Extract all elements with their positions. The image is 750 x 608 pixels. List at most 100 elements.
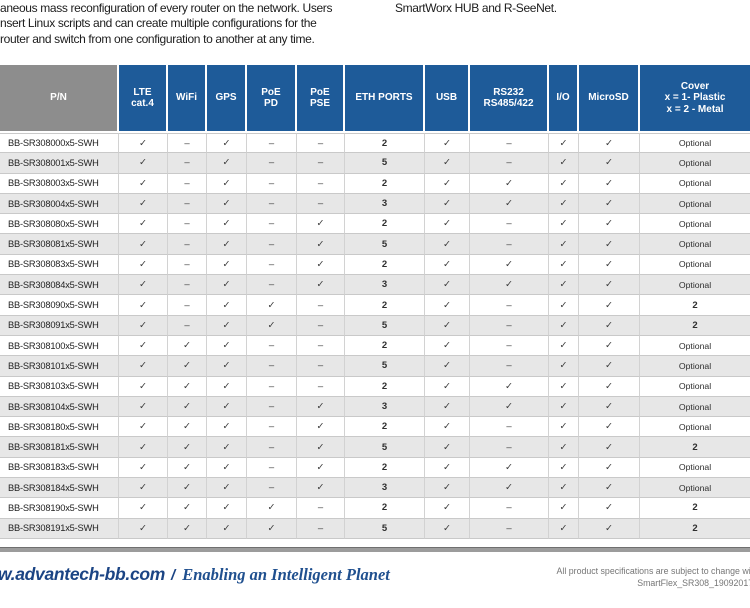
value-cell: ✓ <box>119 396 168 418</box>
value-cell: – <box>297 335 345 357</box>
table-row: BB-SR308090x5-SWH ✓ – ✓ ✓ –2 ✓ – ✓ ✓ 2 <box>0 295 750 316</box>
col-header-usb: USB <box>425 65 470 133</box>
value-cell: ✓ <box>549 356 579 377</box>
value-cell: ✓ <box>207 254 247 276</box>
value-cell: ✓ <box>207 315 247 336</box>
col-header-gps: GPS <box>207 65 247 133</box>
table-row: BB-SR308084x5-SWH ✓ – ✓ – ✓ 3 ✓ ✓ ✓ ✓ Optional <box>0 275 750 296</box>
table-row: BB-SR308103x5-SWH ✓ ✓ ✓ – –2 ✓ ✓ ✓ ✓ Optional <box>0 376 750 397</box>
value-cell: ✓ <box>470 457 549 479</box>
value-cell: ✓ <box>425 498 470 519</box>
value-cell: ✓ <box>119 335 168 357</box>
value-cell: ✓ <box>425 356 470 377</box>
value-cell: 2 <box>345 133 425 154</box>
value-cell: ✓ <box>119 518 168 539</box>
value-cell: 5 <box>345 437 425 458</box>
value-cell: ✓ <box>119 315 168 336</box>
value-cell: ✓ <box>168 417 207 438</box>
value-cell: – <box>297 518 345 539</box>
value-cell: – <box>247 153 297 174</box>
col-header-rs232-rs485: RS232 RS485/422 <box>470 65 549 133</box>
value-cell: ✓ <box>207 295 247 316</box>
value-cell: ✓ <box>207 335 247 357</box>
value-cell: – <box>247 173 297 194</box>
table-row: BB-SR308080x5-SWH ✓ – ✓ – ✓ 2 ✓ – ✓ ✓ Optional <box>0 214 750 235</box>
value-cell: ✓ <box>549 193 579 215</box>
value-cell: ✓ <box>549 335 579 357</box>
value-cell: 2 <box>640 437 750 458</box>
value-cell: 5 <box>345 315 425 336</box>
value-cell: ✓ <box>549 315 579 336</box>
value-cell: ✓ <box>549 396 579 418</box>
value-cell: – <box>470 214 549 235</box>
value-cell: 2 <box>345 417 425 438</box>
pn-cell: BB-SR308104x5-SWH <box>0 396 119 418</box>
value-cell: – <box>247 396 297 418</box>
value-cell: – <box>247 193 297 215</box>
value-cell: ✓ <box>207 173 247 194</box>
value-cell: ✓ <box>425 478 470 499</box>
value-cell: – <box>297 193 345 215</box>
footer-slash: / <box>171 567 176 584</box>
value-cell: ✓ <box>119 498 168 519</box>
value-cell: – <box>470 437 549 458</box>
value-cell: ✓ <box>297 437 345 458</box>
value-cell: Optional <box>640 458 750 479</box>
footer-note: All product specifications are subject t… <box>557 566 750 589</box>
value-cell: ✓ <box>168 478 207 499</box>
value-cell: ✓ <box>579 254 640 276</box>
value-cell: ✓ <box>549 376 579 397</box>
section-divider-bar <box>0 547 750 552</box>
intro-line-2: nsert Linux scripts and can create multi… <box>0 16 317 31</box>
value-cell: ✓ <box>549 518 579 539</box>
value-cell: – <box>247 133 297 154</box>
value-cell: – <box>247 335 297 357</box>
value-cell: – <box>247 437 297 458</box>
pn-cell: BB-SR308191x5-SWH <box>0 518 119 539</box>
value-cell: 5 <box>345 234 425 255</box>
value-cell: ✓ <box>579 153 640 174</box>
value-cell: ✓ <box>207 133 247 154</box>
value-cell: 3 <box>345 478 425 499</box>
value-cell: ✓ <box>470 275 549 296</box>
value-cell: – <box>470 295 549 316</box>
value-cell: – <box>247 417 297 438</box>
value-cell: ✓ <box>425 417 470 438</box>
value-cell: ✓ <box>549 457 579 479</box>
value-cell: ✓ <box>549 417 579 438</box>
value-cell: ✓ <box>579 417 640 438</box>
col-header-eth-ports: ETH PORTS <box>345 65 425 133</box>
pn-cell: BB-SR308090x5-SWH <box>0 295 119 316</box>
table-row: BB-SR308184x5-SWH ✓ ✓ ✓ – ✓ 3 ✓ ✓ ✓ ✓ Optional <box>0 478 750 499</box>
website-link[interactable]: w.advantech-bb.com <box>0 564 166 584</box>
value-cell: ✓ <box>425 214 470 235</box>
value-cell: ✓ <box>119 133 168 154</box>
value-cell: – <box>297 356 345 377</box>
value-cell: Optional <box>640 255 750 276</box>
value-cell: ✓ <box>425 315 470 336</box>
pn-cell: BB-SR308081x5-SWH <box>0 234 119 255</box>
table-row: BB-SR308191x5-SWH ✓ ✓ ✓ ✓ –5 ✓ – ✓ ✓ 2 <box>0 518 750 539</box>
value-cell: – <box>247 356 297 377</box>
value-cell: – <box>168 254 207 276</box>
value-cell: – <box>470 153 549 174</box>
value-cell: ✓ <box>168 356 207 377</box>
table-row: BB-SR308091x5-SWH ✓ – ✓ ✓ –5 ✓ – ✓ ✓ 2 <box>0 315 750 336</box>
value-cell: – <box>168 214 207 235</box>
intro-paragraph-left: aneous mass reconfiguration of every rou… <box>0 1 332 47</box>
footer-branding: w.advantech-bb.com / Enabling an Intellige… <box>0 564 390 585</box>
value-cell: ✓ <box>119 295 168 316</box>
table-row: BB-SR308003x5-SWH ✓ – ✓ – –2 ✓ ✓ ✓ ✓ Optional <box>0 173 750 194</box>
value-cell: ✓ <box>579 214 640 235</box>
value-cell: 3 <box>345 396 425 418</box>
value-cell: – <box>297 153 345 174</box>
value-cell: – <box>247 457 297 479</box>
value-cell: ✓ <box>119 254 168 276</box>
col-header-io: I/O <box>549 65 579 133</box>
footer-slogan: Enabling an Intelligent Planet <box>182 565 390 584</box>
pn-cell: BB-SR308190x5-SWH <box>0 498 119 519</box>
value-cell: ✓ <box>579 133 640 154</box>
value-cell: ✓ <box>579 193 640 215</box>
pn-cell: BB-SR308091x5-SWH <box>0 315 119 336</box>
value-cell: – <box>247 214 297 235</box>
